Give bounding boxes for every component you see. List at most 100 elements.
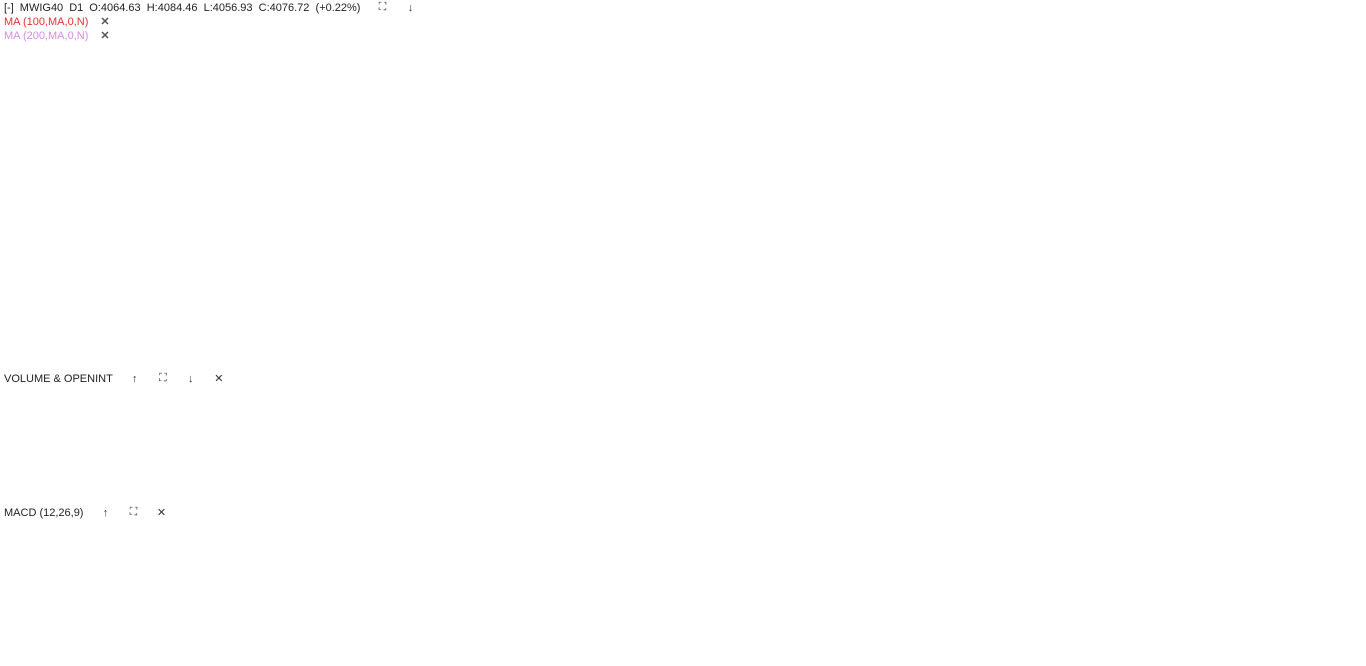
candle-body [1274,186,1278,203]
candle-body [167,190,172,192]
macd-histogram-bar [947,569,951,580]
macd-histogram-bar [796,579,799,590]
close-icon[interactable]: ✕ [100,30,110,42]
macd-histogram-bar [1136,574,1139,580]
macd-value-tag [1320,518,1358,531]
close-icon[interactable]: ✕ [214,373,224,385]
candle-body [983,254,987,259]
macd-histogram-bar [521,579,524,583]
candle-body [700,173,704,178]
macd-histogram-bar [378,579,381,581]
candle-body [126,217,130,226]
macd-title: MACD (12,26,9) [4,506,84,519]
candle-body [626,205,631,208]
macd-histogram-bar [472,579,475,581]
macd-histogram-bar [755,573,758,580]
macd-histogram-bar [915,574,918,580]
macd-histogram-bar [1210,578,1213,580]
macd-histogram-bar [300,579,303,581]
candle-body [692,177,696,186]
price-tick-label: 4000 [1326,183,1346,193]
candle-body [232,180,237,187]
macd-histogram-bar [414,579,418,582]
arrow-up-icon[interactable]: ↑ [102,506,109,519]
candle-body [1155,255,1160,265]
chart-frame [0,0,1319,649]
price-tick-label: 4250 [1326,98,1346,108]
macd-histogram-bar [398,579,401,581]
macd-histogram-bar [1029,579,1033,588]
candle-body [925,258,930,266]
macd-histogram-bar [95,577,98,580]
macd-histogram-bar [1132,574,1135,580]
macd-histogram-bar [50,579,53,590]
time-tick-label: mar [385,653,401,663]
close-icon[interactable]: ✕ [156,507,167,519]
macd-histogram-bar [1267,571,1271,580]
candle-body [765,146,770,150]
macd-histogram-bar [1046,579,1049,584]
candle-body [1249,236,1254,241]
volume-legend: VOLUME & OPENINT ↑ ⛶ ↓ ✕ [4,372,225,385]
macd-histogram-bar [1116,571,1119,580]
candle-body [265,157,270,160]
macd-histogram-bar [238,576,241,580]
candle-body [1233,239,1237,243]
macd-histogram-bar [373,578,377,580]
candle-body [15,195,20,207]
candle-body [11,189,16,197]
macd-histogram-bar [41,579,45,590]
ma200-legend: MA (200,MA,0,N) ✕ [4,29,110,43]
collapse-toggle[interactable]: [-] [4,1,14,14]
candle-body [1163,266,1168,274]
macd-histogram-bar [111,572,114,580]
macd-histogram-bar [849,579,852,590]
macd-histogram-bar [345,579,348,582]
expand-icon[interactable]: ⛶ [129,506,138,518]
macd-histogram-bar [312,579,315,581]
candle-body [671,189,676,193]
arrow-down-icon[interactable]: ↓ [188,372,194,385]
macd-histogram-bar [554,579,557,583]
time-tick-label: gru [135,653,148,663]
macd-histogram-bar [812,579,815,590]
macd-histogram-bar [747,574,750,580]
macd-histogram-bar [1148,575,1152,580]
candle-body [56,225,61,237]
volume-tick-label: 60.0m [1326,422,1351,432]
candle-body [1003,283,1008,287]
macd-histogram-bar [402,579,405,581]
arrow-down-icon[interactable]: ↓ [407,1,414,14]
close-icon[interactable]: ✕ [100,16,110,28]
candle-body [122,224,126,235]
macd-histogram-bar [13,573,16,580]
macd-histogram-bar [156,569,159,580]
macd-histogram-bar [870,579,873,587]
macd-histogram-bar [615,579,619,588]
candle-body [1011,287,1016,294]
candle-body [388,123,393,127]
expand-icon[interactable]: ⛶ [378,1,387,13]
expand-icon[interactable]: ⛶ [158,372,167,384]
candle-body [790,163,795,175]
macd-histogram-bar [1107,570,1111,580]
candle-body [1167,270,1172,274]
candle-body [733,147,737,152]
macd-histogram-bar [1251,577,1254,580]
candle-body [708,177,713,184]
macd-histogram-bar [177,572,180,580]
candle-body [359,141,364,145]
arrow-up-icon[interactable]: ↑ [132,372,138,385]
candle-body [286,163,290,168]
macd-histogram-bar [37,579,41,588]
macd-histogram-bar [357,579,360,581]
macd-histogram-bar [779,579,783,582]
macd-histogram-bar [1161,578,1164,580]
candle-body [134,200,139,210]
macd-histogram-bar [537,579,541,583]
macd-histogram-bar [86,575,90,580]
candle-body [351,148,356,155]
candle-body [208,210,213,217]
macd-histogram-bar [882,579,885,584]
